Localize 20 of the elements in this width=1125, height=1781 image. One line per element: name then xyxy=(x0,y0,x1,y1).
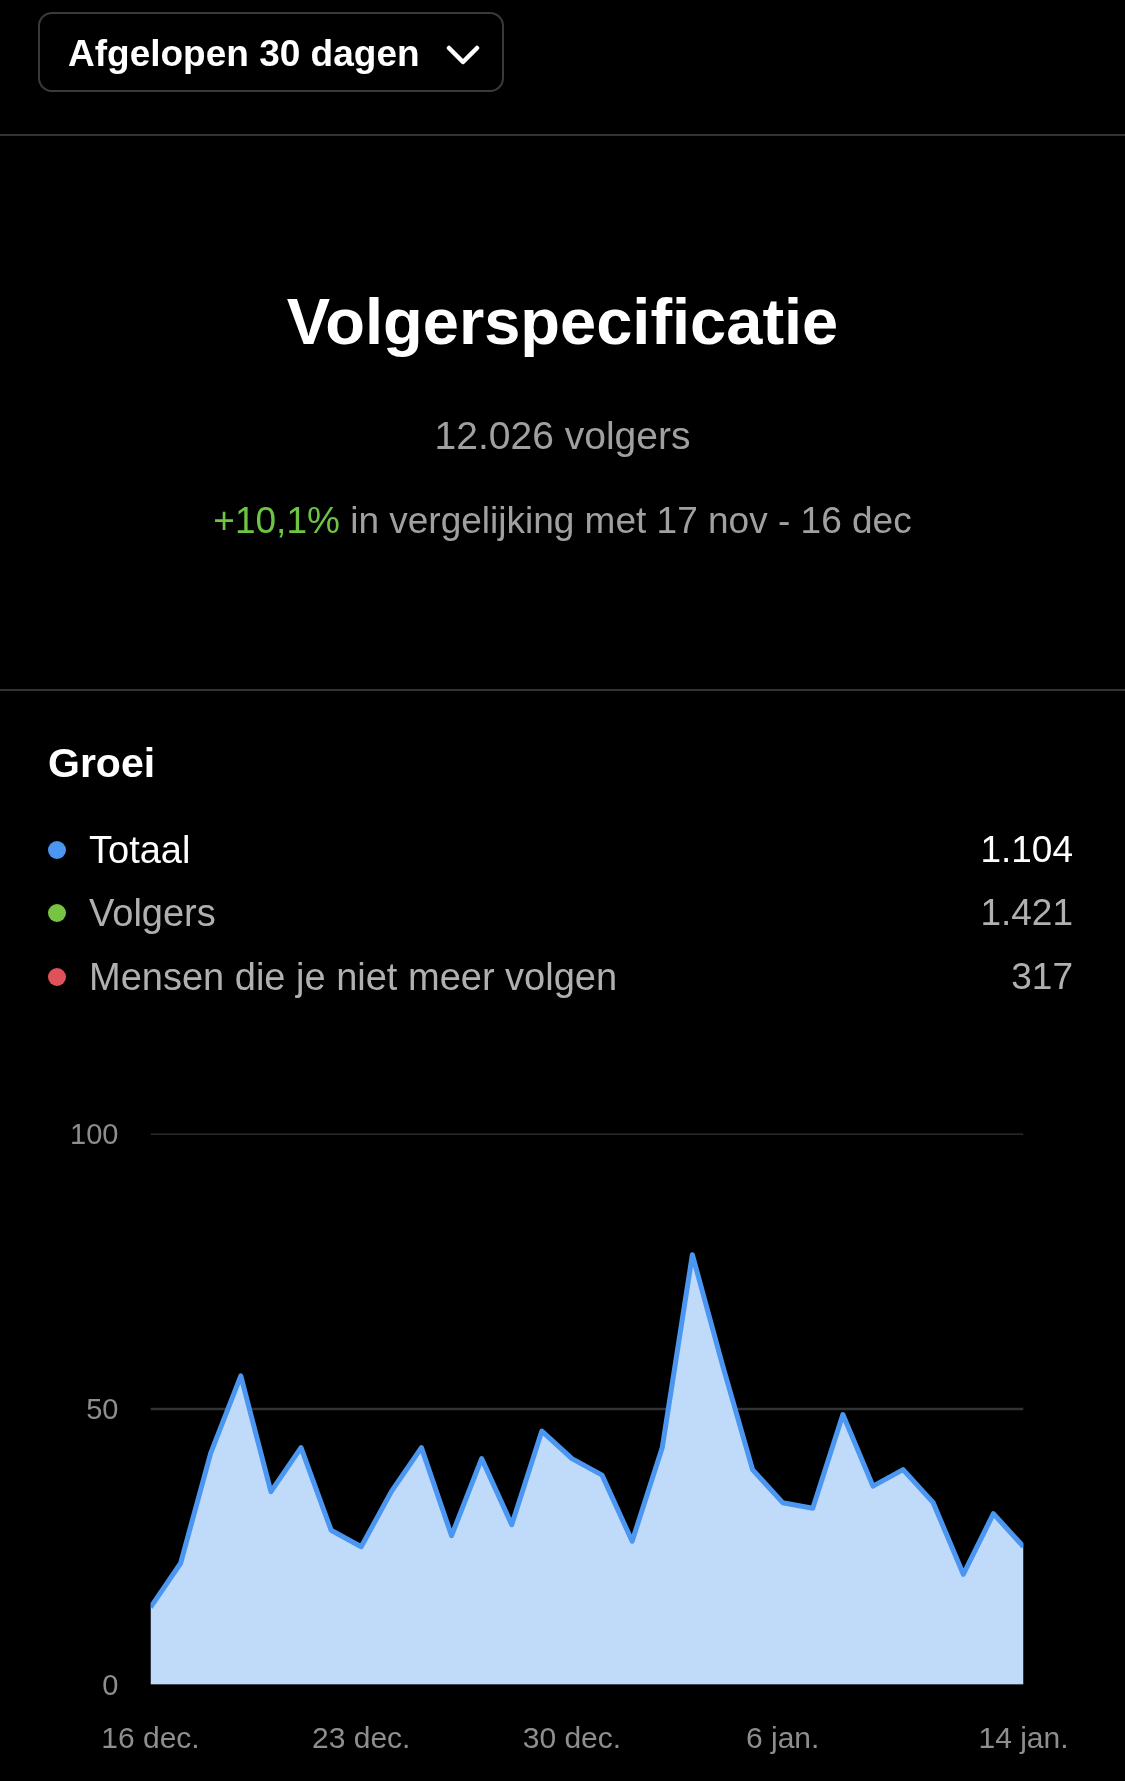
legend-label: Volgers xyxy=(89,891,216,936)
x-tick-label: 6 jan. xyxy=(745,1720,820,1754)
legend-label: Mensen die je niet meer volgen xyxy=(89,955,618,1000)
y-tick-label: 0 xyxy=(102,1668,119,1701)
text: 1.104 xyxy=(980,828,1073,872)
text: 317 xyxy=(1011,955,1073,999)
text: 1.421 xyxy=(980,891,1073,935)
text: Groei xyxy=(48,739,156,788)
x-tick-label: 16 dec. xyxy=(101,1720,200,1754)
x-tick-label: 14 jan. xyxy=(978,1720,1069,1754)
legend-label: Totaal xyxy=(89,828,191,873)
text: +10,1% xyxy=(213,500,340,541)
x-tick-label: 30 dec. xyxy=(522,1720,622,1754)
chart-title: Volgerspecificatie xyxy=(285,284,840,360)
text: in vergelijking met 17 nov - 16 dec xyxy=(350,500,912,541)
y-tick-label: 100 xyxy=(70,1117,119,1150)
x-tick-label: 23 dec. xyxy=(312,1720,411,1754)
chart-subtitle: 12.026 volgers xyxy=(433,413,692,459)
y-tick-label: 50 xyxy=(86,1393,119,1425)
dropdown-button: Afgelopen 30 dagen xyxy=(38,12,504,92)
